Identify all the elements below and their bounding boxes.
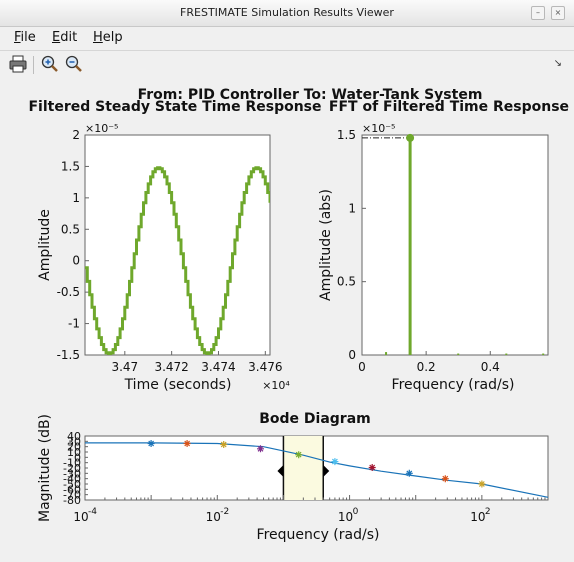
bode-xtick-exponent: -4 [88,507,97,517]
fft-xlabel: Frequency (rad/s) [392,377,515,393]
menu-file[interactable]: File [14,30,36,45]
menu-help-label: elp [102,30,123,45]
time-xtick-label: 3.472 [154,360,188,374]
bode-estimate-marker [441,475,449,483]
figure-svg: From: PID Controller To: Water-Tank Syst… [28,87,569,543]
window-title: FRESTIMATE Simulation Results Viewer [180,6,394,19]
bode-band-right-arrow [323,465,330,477]
bode-ytick-label: 0 [74,451,81,464]
zoom-out-icon [65,55,82,72]
bode-ytick-label: 20 [67,441,81,454]
time-ytick-label: -1.5 [57,348,80,362]
bode-estimate-marker [331,458,339,466]
bode-xlabel: Frequency (rad/s) [257,527,380,543]
menu-bar: File Edit Help ↘ [0,27,574,69]
bode-xtick-exponent: 2 [485,507,491,517]
bode-ytick-label: -60 [63,483,81,496]
fft-ytick-label: 0.5 [337,275,356,289]
fft-y-multiplier: ×10⁻⁵ [362,122,395,135]
bode-xtick-label: 10 [470,510,485,524]
menu-file-label: ile [20,30,36,45]
minimize-button[interactable]: – [531,6,545,20]
bode-estimate-marker [295,451,303,459]
fft-title: FFT of Filtered Time Response [329,99,569,115]
bode-ytick-label: -50 [63,478,81,491]
fft-xtick-label: 0.4 [481,360,500,374]
menu-help[interactable]: Help [93,30,123,45]
bode-ylabel: Magnitude (dB) [37,414,53,522]
bode-ytick-label: -80 [63,494,81,507]
time-y-multiplier: ×10⁻⁵ [85,122,118,135]
bode-xtick-label: 10 [338,510,353,524]
fft-xtick-label: 0.2 [417,360,436,374]
time-ytick-label: -0.5 [57,285,80,299]
bode-estimate-marker [368,464,376,471]
bode-highlight-band [283,436,324,500]
time-axes-box [84,134,271,356]
bode-ytick-label: -30 [63,467,81,480]
time-ytick-label: 0.5 [61,222,80,236]
menu-edit-mnemonic: E [52,30,61,45]
fft-ytick-label: 0 [348,348,356,362]
bode-title: Bode Diagram [259,411,371,427]
time-response-line [85,166,270,355]
time-ytick-label: 1 [72,191,80,205]
menu-edit-label: dit [60,30,78,45]
bode-xtick-label: 10 [73,510,88,524]
bode-estimate-marker [147,440,155,447]
time-ytick-label: 0 [72,254,80,268]
bode-band-left-arrow [277,465,284,477]
fft-xtick-label: 0 [358,360,366,374]
zoom-in-button[interactable] [40,54,60,74]
bode-estimate-marker [478,480,486,488]
toolbar-separator [33,56,34,74]
time-ytick-label: -1 [68,317,80,331]
bode-estimate-marker [257,445,264,453]
dock-icon[interactable]: ↘ [553,58,562,69]
bode-estimate-marker [183,440,191,447]
fft-axes-box [361,134,549,356]
bode-estimate-marker [405,469,413,477]
menu-help-mnemonic: H [93,30,103,45]
fft-ytick-label: 1 [348,201,356,215]
bode-xtick-exponent: -2 [220,507,229,517]
bode-xtick-exponent: 0 [353,507,359,517]
bode-ytick-label: 40 [67,430,81,443]
time-ytick-label: 2 [72,128,80,142]
zoom-in-icon [41,55,58,72]
time-ylabel: Amplitude [37,209,53,281]
fft-ylabel: Amplitude (abs) [318,189,334,301]
fft-ytick-label: 1.5 [337,128,356,142]
bode-ytick-label: -10 [63,457,81,470]
figure-canvas: From: PID Controller To: Water-Tank Syst… [0,79,574,558]
time-xlabel: Time (seconds) [124,377,232,393]
bode-ytick-label: -70 [63,489,81,502]
figure-suptitle: From: PID Controller To: Water-Tank Syst… [138,87,483,103]
bode-ytick-label: -20 [63,462,81,475]
bode-xtick-label: 10 [206,510,221,524]
bode-ytick-label: -40 [63,473,81,486]
time-xtick-label: 3.476 [248,360,282,374]
print-icon [9,55,27,73]
bode-ytick-label: 30 [67,435,81,448]
menu-file-mnemonic: F [14,30,21,45]
toolbar [0,50,574,80]
title-bar: FRESTIMATE Simulation Results Viewer – × [0,0,574,27]
time-xtick-label: 3.474 [201,360,235,374]
close-button[interactable]: × [551,6,565,20]
time-ytick-label: 1.5 [61,159,80,173]
bode-estimate-marker [220,441,228,448]
time-title: Filtered Steady State Time Response [28,99,321,115]
print-button[interactable] [8,54,28,74]
zoom-out-button[interactable] [64,54,84,74]
time-xtick-label: 3.47 [111,360,138,374]
time-x-multiplier: ×10⁴ [262,379,290,392]
bode-ytick-label: 10 [67,446,81,459]
menu-edit[interactable]: Edit [52,30,77,45]
fft-peak-marker [406,133,415,142]
